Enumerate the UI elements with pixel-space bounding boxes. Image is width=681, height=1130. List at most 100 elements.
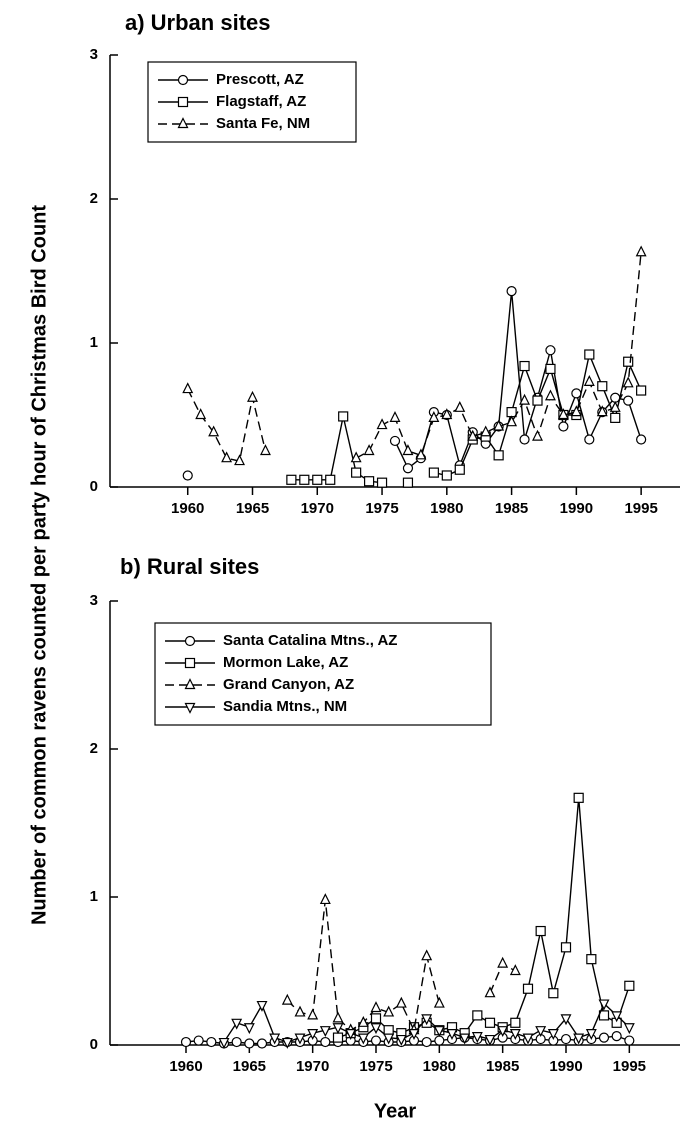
data-point [535, 1026, 547, 1038]
series-line [187, 252, 642, 462]
x-tick-label: 1990 [549, 1058, 582, 1075]
x-tick-label: 1985 [486, 1058, 519, 1075]
data-point [395, 1034, 407, 1046]
data-point [506, 415, 518, 427]
x-tick-label: 1970 [301, 500, 334, 517]
data-point [281, 1037, 293, 1049]
data-point [389, 435, 401, 447]
data-point [294, 1005, 306, 1017]
legend-marker [184, 702, 196, 714]
data-point [376, 418, 388, 430]
data-point [234, 454, 246, 466]
data-point [350, 451, 362, 463]
data-point [506, 407, 517, 418]
legend-label: Santa Fe, NM [216, 115, 310, 132]
legend-label: Prescott, AZ [216, 71, 304, 88]
data-point [319, 893, 331, 905]
data-point [299, 474, 310, 485]
data-point [454, 400, 466, 412]
x-tick-label: 1995 [624, 500, 657, 517]
data-point [584, 434, 595, 445]
data-point [389, 411, 401, 422]
data-point [467, 429, 479, 441]
y-tick-label: 1 [90, 334, 98, 351]
data-point [421, 1014, 433, 1026]
y-tick-label: 2 [90, 740, 98, 757]
x-tick-label: 1970 [296, 1058, 329, 1075]
data-point [506, 286, 517, 297]
data-point [320, 1036, 331, 1048]
data-point [623, 356, 634, 367]
data-point [395, 996, 407, 1008]
y-tick-label: 3 [90, 592, 98, 609]
data-point [256, 1000, 268, 1012]
x-tick-label: 1980 [430, 500, 463, 517]
data-point [532, 429, 543, 441]
data-point [383, 1005, 395, 1017]
data-point [218, 1037, 230, 1049]
data-point [231, 1018, 243, 1030]
data-point [319, 1026, 331, 1038]
legend-marker [177, 74, 189, 86]
data-point [558, 421, 569, 432]
data-point [434, 1035, 445, 1046]
y-tick-label: 3 [90, 46, 98, 63]
data-point [484, 1017, 496, 1028]
data-point [446, 1029, 458, 1041]
data-point [208, 425, 220, 437]
data-point [307, 1008, 319, 1020]
data-point [624, 980, 635, 991]
data-point [624, 1035, 635, 1046]
data-point [256, 1038, 268, 1049]
x-tick-label: 1990 [560, 500, 593, 517]
data-point [441, 470, 452, 481]
data-point [610, 412, 621, 423]
x-tick-label: 1975 [359, 1058, 392, 1075]
data-point [332, 1032, 344, 1043]
data-point [370, 1001, 382, 1013]
chart-title: a) Urban sites [125, 10, 271, 35]
legend-marker [177, 96, 189, 108]
data-point [522, 983, 534, 994]
data-point [636, 434, 647, 445]
data-point [351, 467, 362, 478]
data-point [325, 474, 336, 485]
data-point [598, 999, 610, 1011]
data-point [573, 1033, 585, 1045]
data-point [281, 993, 293, 1005]
data-point [428, 411, 440, 422]
data-point [441, 408, 453, 420]
data-point [484, 986, 496, 998]
data-point [571, 388, 582, 399]
data-point [545, 345, 556, 356]
data-point [509, 1029, 521, 1041]
x-tick-label: 1965 [233, 1058, 266, 1075]
data-point [376, 477, 388, 488]
y-tick-label: 0 [90, 478, 98, 495]
data-point [532, 395, 543, 406]
data-point [585, 1029, 597, 1041]
data-point [402, 444, 414, 456]
data-point [338, 411, 349, 422]
data-point [570, 405, 582, 417]
data-point [497, 956, 509, 968]
legend-label: Grand Canyon, AZ [223, 676, 354, 693]
data-point [243, 1023, 255, 1035]
data-point [560, 942, 572, 953]
data-point [560, 1033, 572, 1045]
x-tick-label: 1965 [236, 500, 269, 517]
data-point [547, 1029, 559, 1041]
data-point [370, 1035, 382, 1046]
data-point [472, 1010, 483, 1021]
data-point [307, 1029, 319, 1041]
legend-marker [177, 117, 189, 129]
series-line [337, 797, 630, 1039]
legend-label: Santa Catalina Mtns., AZ [223, 632, 397, 649]
data-point [244, 1038, 255, 1049]
data-point [623, 395, 634, 406]
data-point [597, 381, 608, 392]
data-point [370, 1023, 382, 1035]
data-point [622, 376, 634, 388]
legend-label: Flagstaff, AZ [216, 93, 306, 110]
